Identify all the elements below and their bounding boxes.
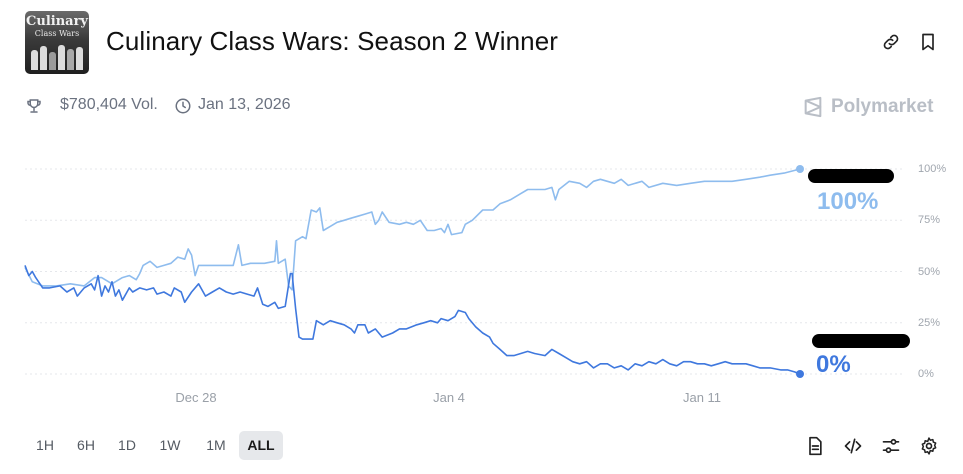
series-line-1[interactable] bbox=[24, 265, 801, 375]
polymarket-logo-icon bbox=[804, 96, 822, 118]
y-tick-label: 25% bbox=[918, 317, 941, 329]
series-end-label: 100% bbox=[817, 188, 879, 215]
series-end-label: 0% bbox=[816, 351, 851, 378]
x-tick-label: Jan 4 bbox=[433, 390, 465, 405]
y-tick-label: 75% bbox=[918, 214, 941, 226]
timeframe-6h-button[interactable]: 6H bbox=[77, 437, 95, 453]
redacted-outcome-label bbox=[808, 169, 894, 183]
x-tick-label: Dec 28 bbox=[175, 390, 217, 405]
sliders-icon[interactable] bbox=[881, 436, 901, 456]
thumbnail-figures bbox=[29, 44, 85, 70]
chart-series bbox=[24, 165, 804, 378]
volume-text: $780,404 Vol. bbox=[60, 96, 158, 113]
code-icon[interactable] bbox=[843, 436, 863, 456]
link-icon[interactable] bbox=[881, 32, 901, 52]
series-line-0[interactable] bbox=[24, 168, 801, 291]
timeframe-1h-button[interactable]: 1H bbox=[36, 437, 54, 453]
market-title: Culinary Class Wars: Season 2 Winner bbox=[106, 26, 559, 56]
chart-grid bbox=[25, 168, 905, 375]
y-tick-label: 0% bbox=[918, 368, 934, 380]
timeframe-all-button[interactable]: ALL bbox=[239, 431, 283, 460]
y-tick-label: 50% bbox=[918, 266, 941, 278]
end-date-text: Jan 13, 2026 bbox=[198, 96, 291, 113]
series-endpoint-0 bbox=[796, 165, 804, 173]
timeframe-1w-button[interactable]: 1W bbox=[159, 437, 181, 453]
thumbnail-title-line2: Class Wars bbox=[34, 29, 80, 38]
trophy-icon bbox=[27, 99, 41, 113]
timeframe-1d-button[interactable]: 1D bbox=[118, 437, 136, 453]
market-thumbnail: Culinary Class Wars bbox=[25, 11, 89, 74]
bookmark-icon[interactable] bbox=[918, 32, 938, 52]
thumbnail-title-line1: Culinary bbox=[26, 14, 88, 29]
x-tick-label: Jan 11 bbox=[682, 390, 722, 405]
brand-label: Polymarket bbox=[831, 96, 934, 117]
document-icon[interactable] bbox=[805, 436, 825, 456]
redacted-outcome-label bbox=[812, 334, 910, 348]
gear-icon[interactable] bbox=[919, 436, 939, 456]
series-endpoint-1 bbox=[796, 370, 804, 378]
y-tick-label: 100% bbox=[918, 163, 947, 175]
timeframe-1m-button[interactable]: 1M bbox=[206, 437, 226, 453]
clock-icon bbox=[175, 98, 191, 114]
